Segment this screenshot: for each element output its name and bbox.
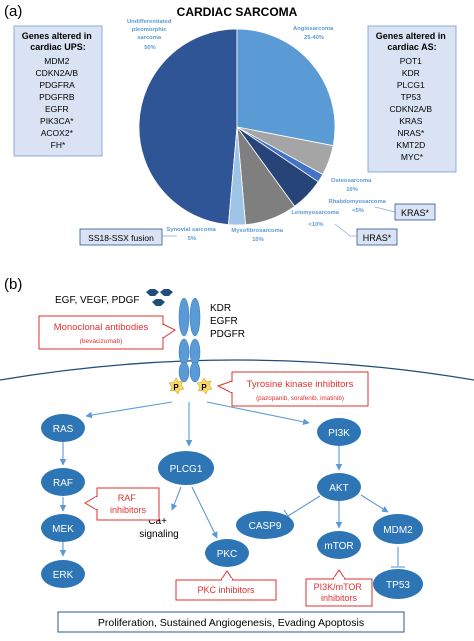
phospho-star-icon (196, 377, 213, 395)
phospho-label: P (201, 383, 207, 392)
raf-inhibitors-text: RAF inhibitors (110, 493, 147, 515)
kras-tag (394, 203, 436, 221)
node-pkc-label: PKC (217, 549, 238, 560)
node-raf (41, 468, 85, 496)
phospho-star-icon (168, 377, 185, 395)
hexagon-icon (160, 289, 173, 296)
mtor-inhibitors-text: PI3K/mTOR inhibitors (314, 582, 365, 603)
ups-genes-heading: Genes altered in cardiac UPS: (22, 31, 95, 52)
label-rhabdomyosarcoma: Rhabdomyosarcoma <5% (329, 199, 388, 214)
ligand-hexagons (146, 289, 173, 306)
phospho-label: P (173, 383, 179, 392)
pie-slice-ups (138, 28, 238, 226)
panel-a-label: (a) (4, 3, 22, 20)
ca-signaling-label: Ca+ signaling (139, 516, 178, 540)
label-osteosarcoma: Osteosarcoma 10% (331, 178, 373, 193)
node-ras (41, 414, 85, 442)
hras-tag-text: HRAS* (363, 233, 392, 243)
node-mtor (317, 531, 361, 559)
node-akt (317, 473, 361, 501)
ss18-ssx-tag (79, 228, 163, 246)
hexagon-icon (146, 289, 159, 296)
label-myxofibrosarcoma: Myxofibrosarcoma 10% (231, 228, 284, 243)
sarcoma-pie (138, 28, 336, 226)
node-pi3k-label: PI3K (328, 428, 350, 439)
label-leiomyosarcoma: Leiomyosarcoma <10% (291, 210, 340, 228)
ss18-ssx-tag-text: SS18-SSX fusion (88, 233, 154, 243)
node-tp53 (373, 569, 423, 599)
node-tp53-label: TP53 (386, 580, 410, 591)
node-mek-label: MEK (52, 524, 74, 535)
receptor (178, 297, 201, 383)
hras-tag (356, 228, 398, 246)
tki-sub: (pazopanib, sorafenib, imatinib) (256, 395, 344, 402)
label-angiosarcoma: Angiosarcoma 25-40% (293, 26, 335, 41)
hexagon-icon (152, 299, 165, 306)
pie-slice-synovial (228, 126, 246, 226)
kras-tag-text: KRAS* (401, 208, 430, 218)
as-genes-box (367, 25, 457, 173)
panel-b-label: (b) (4, 276, 22, 293)
label-ups: Undifferentiated pleomorphic sarcoma 50% (127, 19, 173, 51)
node-raf-label: RAF (53, 478, 73, 489)
node-erk-label: ERK (53, 570, 74, 581)
node-plcg1-label: PLCG1 (170, 464, 203, 475)
node-akt-label: AKT (329, 483, 348, 494)
ups-gene-list: MDM2 CDKN2A/B PDGFRA PDGFRB EGFR PIK3CA*… (36, 56, 81, 150)
node-ras-label: RAS (53, 424, 74, 435)
cell-membrane (0, 359, 474, 381)
pkc-inhibitors-text: PKC inhibitors (197, 585, 255, 595)
node-mdm2 (373, 514, 423, 544)
as-gene-list: POT1 KDR PLCG1 TP53 CDKN2A/B KRAS NRAS* … (390, 56, 435, 162)
outcome-text: Proliferation, Sustained Angiogenesis, E… (98, 617, 364, 629)
node-mdm2-label: MDM2 (383, 525, 413, 536)
node-plcg1 (158, 451, 214, 485)
node-casp9 (236, 511, 294, 539)
mab-callout (38, 315, 164, 350)
chart-title: CARDIAC SARCOMA (177, 5, 298, 19)
receptor-names: KDR EGFR PDGFR (210, 303, 245, 340)
node-erk (41, 560, 85, 588)
ups-genes-box (13, 25, 103, 157)
node-mtor-label: mTOR (324, 541, 353, 552)
tki-callout (231, 371, 369, 407)
outcome-box (57, 611, 405, 633)
mab-sub: (bevacizumab) (80, 338, 123, 345)
ligands-label: EGF, VEGF, PDGF (55, 295, 139, 306)
node-mek (41, 514, 85, 542)
mab-title: Monoclonal antibodies (54, 322, 149, 333)
tki-title: Tyrosine kinase inhibitors (247, 379, 354, 390)
as-genes-heading: Genes altered in cardiac AS: (376, 31, 449, 52)
pie-slice-angiosarcoma (236, 28, 336, 147)
node-pkc (205, 539, 249, 567)
label-synovial: Synovial sarcoma 5% (167, 227, 218, 242)
node-casp9-label: CASP9 (249, 521, 282, 532)
node-pi3k (317, 418, 361, 446)
